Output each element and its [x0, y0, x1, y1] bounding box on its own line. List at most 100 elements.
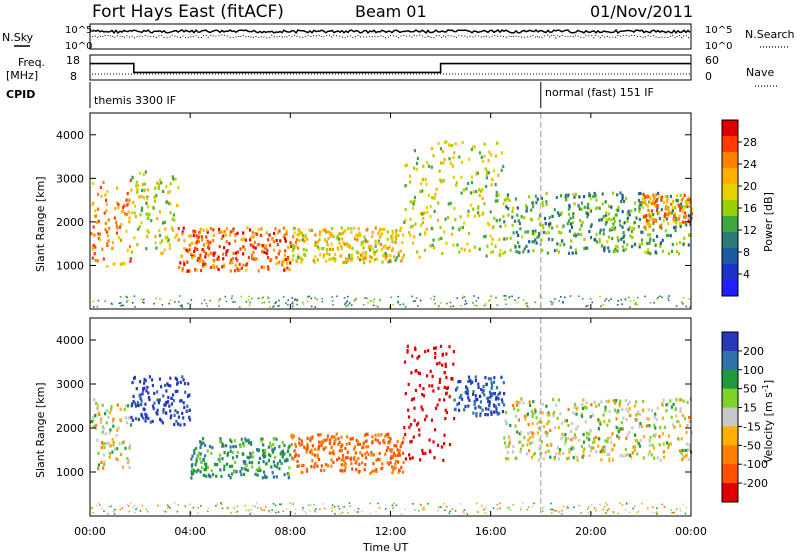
velocity-speckle	[553, 509, 556, 512]
velocity-cell	[203, 443, 207, 447]
power-cell	[199, 256, 202, 260]
velocity-cell	[229, 445, 232, 449]
velocity-cell	[476, 397, 479, 402]
power-cell	[442, 149, 445, 154]
power-cell	[179, 261, 182, 265]
power-speckle	[249, 301, 251, 304]
power-speckle	[560, 296, 562, 298]
power-speckle	[179, 304, 182, 307]
velocity-cell	[110, 408, 113, 412]
velocity-speckle	[256, 502, 258, 504]
velocity-cell	[593, 440, 596, 444]
power-cell	[532, 240, 535, 244]
power-cell	[135, 180, 138, 184]
velocity-cell	[648, 450, 651, 454]
velocity-cell	[206, 449, 209, 453]
velocity-cell	[97, 403, 100, 407]
velocity-cell	[617, 409, 620, 413]
velocity-cell	[397, 460, 400, 464]
power-cell	[339, 254, 342, 258]
power-cell	[388, 245, 391, 249]
power-cell	[96, 207, 99, 211]
power-cell	[553, 249, 557, 253]
velocity-cell	[167, 383, 170, 387]
velocity-cell	[204, 467, 207, 472]
velocity-speckle	[509, 509, 512, 511]
velocity-cell	[545, 404, 548, 408]
power-cell	[588, 194, 592, 198]
velocity-cell	[531, 431, 534, 435]
velocity-cell	[443, 433, 446, 437]
power-cell	[284, 239, 287, 243]
power-cell	[483, 202, 486, 206]
power-cell	[94, 245, 97, 249]
power-cell	[560, 194, 563, 198]
power-cell	[94, 214, 97, 218]
power-cell	[97, 232, 100, 236]
velocity-cell	[201, 460, 204, 464]
velocity-cell	[402, 470, 405, 474]
velocity-cell	[101, 430, 104, 434]
velocity-cell	[604, 439, 607, 443]
velocity-cell	[573, 446, 576, 451]
power-speckle	[392, 303, 394, 306]
power-cell	[223, 246, 226, 250]
power-cell	[432, 196, 435, 200]
velocity-cell	[672, 402, 675, 406]
velocity-speckle	[599, 503, 601, 506]
power-cell	[221, 265, 224, 269]
velocity-speckle	[391, 507, 394, 510]
velocity-cell	[342, 454, 345, 458]
power-cell	[225, 227, 228, 231]
power-cell	[663, 214, 666, 219]
velocity-cell	[658, 434, 661, 439]
velocity-cell	[685, 442, 689, 446]
power-speckle	[496, 304, 499, 306]
velocity-cell	[603, 420, 606, 424]
velocity-cell	[481, 390, 484, 394]
velocity-cell	[495, 386, 498, 390]
power-cell	[588, 207, 591, 211]
velocity-cell	[125, 421, 128, 425]
velocity-cell	[131, 381, 134, 385]
power-cell	[487, 159, 490, 163]
velocity-cell	[616, 434, 619, 438]
velocity-region-1	[130, 375, 192, 427]
velocity-cell	[611, 432, 614, 436]
power-cell	[363, 256, 366, 261]
nave-tick-top: 60	[705, 54, 719, 67]
power-cell	[533, 232, 536, 236]
velocity-cell	[412, 435, 415, 439]
power-cell	[515, 230, 518, 234]
velocity-cell	[667, 443, 671, 447]
velocity-cell	[620, 421, 623, 425]
power-cell	[430, 165, 433, 169]
power-speckle	[314, 297, 317, 299]
velocity-cell	[249, 451, 252, 456]
power-colorbar-swatch	[722, 168, 738, 185]
power-speckle	[637, 296, 639, 299]
velocity-cell	[195, 460, 198, 464]
velocity-cell	[632, 445, 635, 449]
velocity-cell	[645, 416, 648, 421]
power-cell	[595, 240, 598, 244]
velocity-speckle	[412, 503, 414, 505]
power-cell	[191, 256, 194, 260]
power-cell	[678, 214, 681, 218]
velocity-cell	[681, 458, 684, 462]
velocity-cell	[108, 452, 112, 456]
power-cell	[338, 241, 341, 245]
velocity-speckle	[348, 502, 351, 504]
velocity-cell	[436, 403, 439, 407]
velocity-cell	[367, 445, 370, 449]
power-cell	[454, 218, 457, 222]
velocity-speckle	[476, 502, 478, 505]
velocity-cell	[219, 440, 222, 444]
velocity-cell	[190, 470, 193, 474]
velocity-cell	[188, 408, 191, 412]
power-cell	[458, 155, 461, 159]
power-cell	[272, 240, 275, 244]
velocity-speckle	[99, 504, 101, 506]
range-tick-label: 4000	[56, 129, 84, 142]
